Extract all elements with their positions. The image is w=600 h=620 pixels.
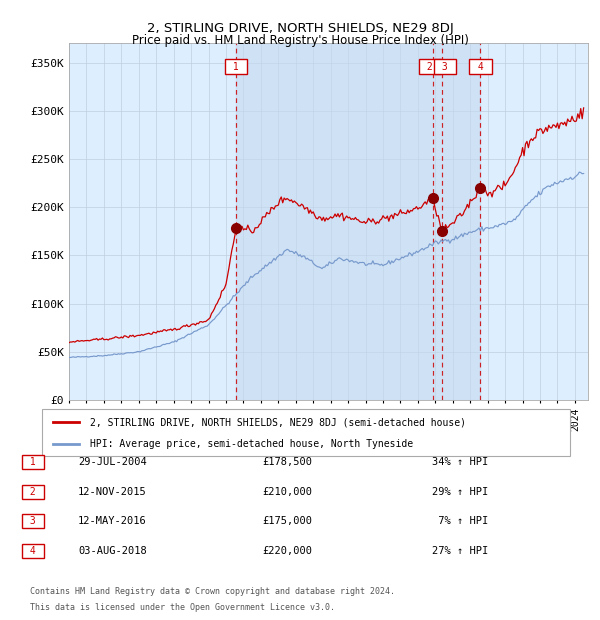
Text: £220,000: £220,000 bbox=[262, 546, 312, 556]
Text: 7% ↑ HPI: 7% ↑ HPI bbox=[432, 516, 488, 526]
Text: 4: 4 bbox=[472, 61, 489, 71]
Text: 1: 1 bbox=[24, 457, 42, 467]
Text: 12-NOV-2015: 12-NOV-2015 bbox=[78, 487, 147, 497]
FancyBboxPatch shape bbox=[42, 409, 570, 456]
Text: 3: 3 bbox=[24, 516, 42, 526]
Text: 29-JUL-2004: 29-JUL-2004 bbox=[78, 457, 147, 467]
Text: 2: 2 bbox=[24, 487, 42, 497]
Text: 4: 4 bbox=[24, 546, 42, 556]
Text: 2: 2 bbox=[421, 61, 439, 71]
Text: 2, STIRLING DRIVE, NORTH SHIELDS, NE29 8DJ: 2, STIRLING DRIVE, NORTH SHIELDS, NE29 8… bbox=[146, 22, 454, 35]
Bar bbox=[236, 43, 481, 400]
Text: 27% ↑ HPI: 27% ↑ HPI bbox=[432, 546, 488, 556]
Text: 03-AUG-2018: 03-AUG-2018 bbox=[78, 546, 147, 556]
Text: This data is licensed under the Open Government Licence v3.0.: This data is licensed under the Open Gov… bbox=[30, 603, 335, 612]
Text: HPI: Average price, semi-detached house, North Tyneside: HPI: Average price, semi-detached house,… bbox=[89, 439, 413, 449]
Text: 34% ↑ HPI: 34% ↑ HPI bbox=[432, 457, 488, 467]
Text: £210,000: £210,000 bbox=[262, 487, 312, 497]
Text: 3: 3 bbox=[436, 61, 454, 71]
Text: 29% ↑ HPI: 29% ↑ HPI bbox=[432, 487, 488, 497]
Text: Contains HM Land Registry data © Crown copyright and database right 2024.: Contains HM Land Registry data © Crown c… bbox=[30, 587, 395, 596]
Text: Price paid vs. HM Land Registry's House Price Index (HPI): Price paid vs. HM Land Registry's House … bbox=[131, 34, 469, 47]
Text: 12-MAY-2016: 12-MAY-2016 bbox=[78, 516, 147, 526]
Text: £175,000: £175,000 bbox=[262, 516, 312, 526]
Text: 1: 1 bbox=[227, 61, 245, 71]
Text: 2, STIRLING DRIVE, NORTH SHIELDS, NE29 8DJ (semi-detached house): 2, STIRLING DRIVE, NORTH SHIELDS, NE29 8… bbox=[89, 417, 466, 427]
Text: £178,500: £178,500 bbox=[262, 457, 312, 467]
